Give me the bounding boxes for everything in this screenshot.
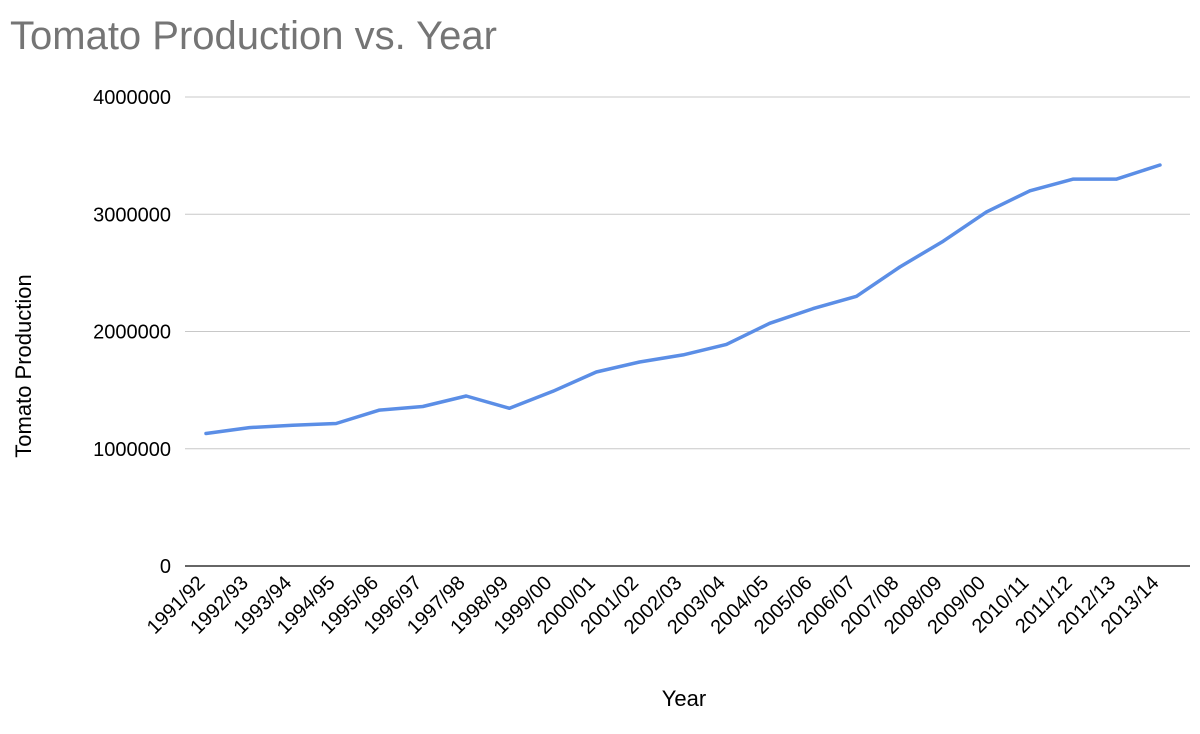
data-point bbox=[508, 406, 512, 410]
y-tick-label: 4000000 bbox=[93, 87, 171, 109]
data-point bbox=[941, 239, 945, 243]
gridlines bbox=[185, 96, 1190, 567]
data-point bbox=[638, 360, 642, 364]
data-point bbox=[551, 389, 555, 393]
y-tick-label: 2000000 bbox=[93, 322, 171, 344]
data-point bbox=[681, 353, 685, 357]
series-line bbox=[204, 163, 1162, 436]
data-point bbox=[985, 210, 989, 214]
data-point bbox=[724, 342, 728, 346]
x-axis-ticks: 1991/921992/931993/941994/951995/961996/… bbox=[143, 572, 1164, 639]
y-tick-label: 3000000 bbox=[93, 204, 171, 226]
data-point bbox=[334, 422, 338, 426]
y-axis-ticks: 0 1000000 2000000 3000000 4000000 bbox=[93, 87, 171, 578]
y-tick-label: 1000000 bbox=[93, 439, 171, 461]
data-point bbox=[377, 408, 381, 412]
y-axis-title: Tomato Production bbox=[11, 274, 36, 457]
data-point bbox=[1028, 189, 1032, 193]
data-point bbox=[247, 426, 251, 430]
data-point bbox=[204, 432, 208, 436]
data-point bbox=[854, 294, 858, 298]
y-tick-label: 0 bbox=[160, 556, 171, 578]
data-point bbox=[811, 307, 815, 311]
data-point bbox=[594, 370, 598, 374]
data-point bbox=[768, 321, 772, 325]
data-point bbox=[291, 423, 295, 427]
data-point bbox=[1115, 177, 1119, 181]
data-point bbox=[421, 405, 425, 409]
data-point bbox=[1071, 177, 1075, 181]
x-axis-title: Year bbox=[662, 686, 706, 711]
data-point bbox=[464, 394, 468, 398]
data-point bbox=[898, 265, 902, 269]
data-point bbox=[1158, 163, 1162, 167]
chart-title: Tomato Production vs. Year bbox=[10, 14, 497, 58]
series-layer bbox=[204, 163, 1162, 436]
